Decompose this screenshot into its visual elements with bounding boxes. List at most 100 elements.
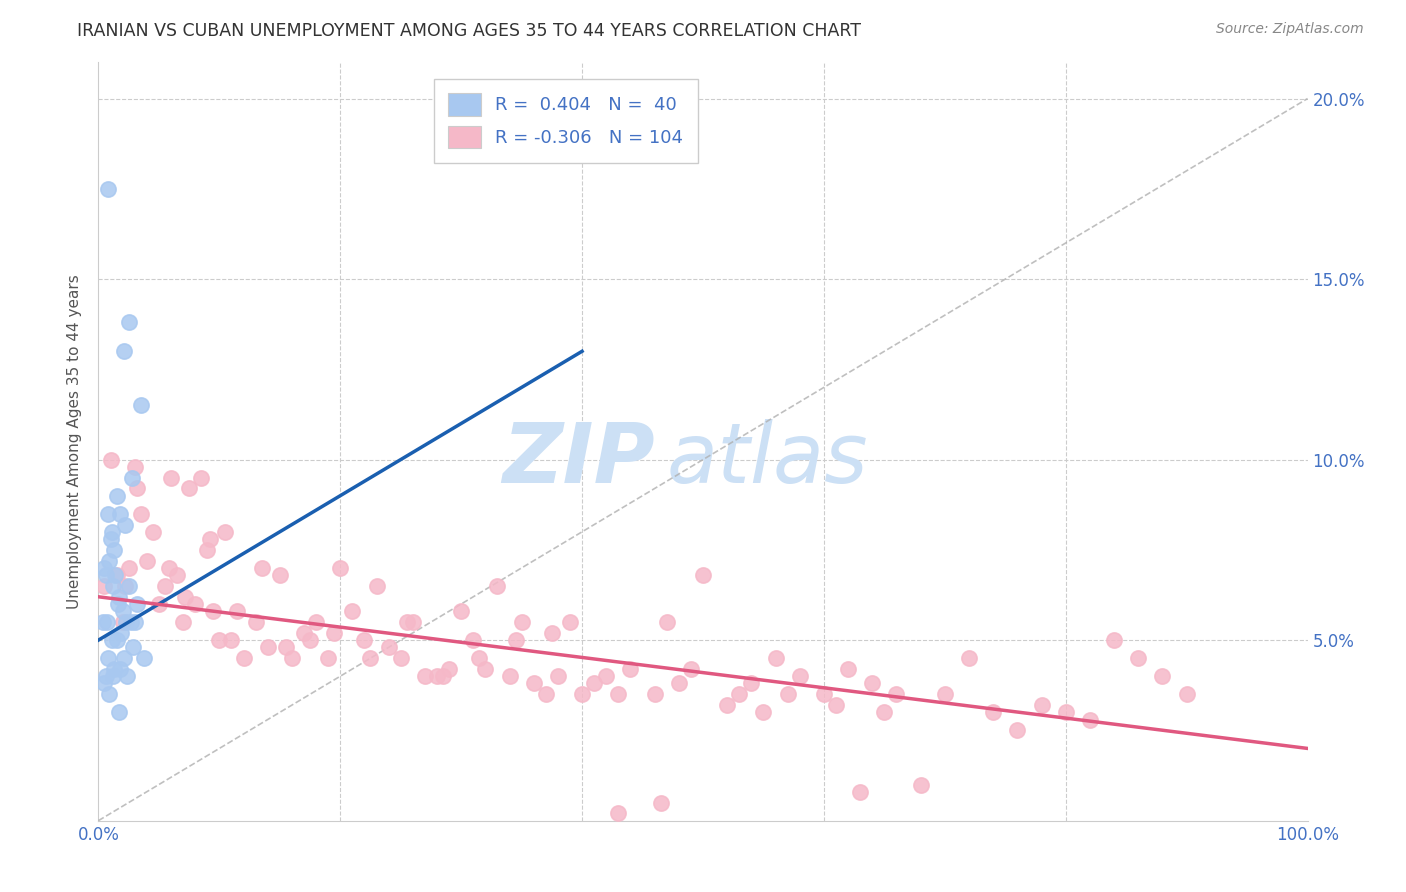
Point xyxy=(523,676,546,690)
Point xyxy=(607,806,630,821)
Point xyxy=(100,532,122,546)
Point xyxy=(486,579,509,593)
Point xyxy=(752,706,775,720)
Point xyxy=(142,524,165,539)
Point xyxy=(360,651,382,665)
Point xyxy=(558,615,581,629)
Point xyxy=(644,687,666,701)
Point xyxy=(395,615,418,629)
Point xyxy=(740,676,762,690)
Point xyxy=(250,561,273,575)
Point xyxy=(105,633,128,648)
Point xyxy=(1031,698,1053,712)
Point xyxy=(510,615,533,629)
Point xyxy=(134,651,156,665)
Point xyxy=(100,452,122,467)
Point xyxy=(934,687,956,701)
Point xyxy=(329,561,352,575)
Point xyxy=(981,706,1004,720)
Point xyxy=(114,517,136,532)
Point xyxy=(179,482,201,496)
Point xyxy=(208,633,231,648)
Point xyxy=(583,676,606,690)
Point xyxy=(437,662,460,676)
Point xyxy=(837,662,859,676)
Point xyxy=(112,344,135,359)
Point xyxy=(93,676,115,690)
Point xyxy=(366,579,388,593)
Point xyxy=(94,669,117,683)
Point xyxy=(1152,669,1174,683)
Point xyxy=(377,640,399,655)
Point xyxy=(274,640,297,655)
Point xyxy=(100,524,122,539)
Point xyxy=(468,651,491,665)
Point xyxy=(540,626,562,640)
Point xyxy=(728,687,751,701)
Point xyxy=(221,633,243,648)
Point xyxy=(105,489,128,503)
Point xyxy=(607,687,630,701)
Point xyxy=(118,315,141,329)
Point xyxy=(195,542,218,557)
Y-axis label: Unemployment Among Ages 35 to 44 years: Unemployment Among Ages 35 to 44 years xyxy=(67,274,83,609)
Point xyxy=(765,651,787,665)
Point xyxy=(910,778,932,792)
Point xyxy=(281,651,304,665)
Point xyxy=(463,633,485,648)
Point xyxy=(860,676,883,690)
Point xyxy=(97,182,120,196)
Point xyxy=(122,640,145,655)
Point xyxy=(214,524,236,539)
Point xyxy=(108,507,131,521)
Point xyxy=(571,687,593,701)
Point xyxy=(269,568,291,582)
Point xyxy=(101,669,124,683)
Point xyxy=(232,651,254,665)
Point xyxy=(118,579,141,593)
Point xyxy=(103,542,125,557)
Point xyxy=(120,615,142,629)
Point xyxy=(1078,713,1101,727)
Point xyxy=(111,604,134,618)
Point xyxy=(94,568,117,582)
Point xyxy=(619,662,641,676)
Point xyxy=(679,662,702,676)
Point xyxy=(108,662,131,676)
Point xyxy=(655,615,678,629)
Point xyxy=(157,561,180,575)
Point xyxy=(127,482,149,496)
Point xyxy=(825,698,848,712)
Point xyxy=(166,568,188,582)
Point xyxy=(117,669,139,683)
Point xyxy=(124,615,146,629)
Point xyxy=(108,590,131,604)
Point xyxy=(873,706,896,720)
Point xyxy=(124,459,146,474)
Point xyxy=(256,640,278,655)
Point xyxy=(413,669,436,683)
Legend: R =  0.404   N =  40, R = -0.306   N = 104: R = 0.404 N = 40, R = -0.306 N = 104 xyxy=(434,79,697,163)
Point xyxy=(153,579,176,593)
Point xyxy=(97,507,120,521)
Point xyxy=(692,568,714,582)
Point xyxy=(190,470,212,484)
Point xyxy=(112,651,135,665)
Point xyxy=(184,597,207,611)
Point xyxy=(101,579,124,593)
Text: Source: ZipAtlas.com: Source: ZipAtlas.com xyxy=(1216,22,1364,37)
Point xyxy=(342,604,364,618)
Point xyxy=(849,785,872,799)
Point xyxy=(1128,651,1150,665)
Point xyxy=(118,561,141,575)
Point xyxy=(547,669,569,683)
Point xyxy=(323,626,346,640)
Point xyxy=(135,554,157,568)
Point xyxy=(474,662,496,676)
Point xyxy=(93,561,115,575)
Point xyxy=(96,615,118,629)
Point xyxy=(1007,723,1029,738)
Point xyxy=(174,590,197,604)
Point xyxy=(789,669,811,683)
Point xyxy=(305,615,328,629)
